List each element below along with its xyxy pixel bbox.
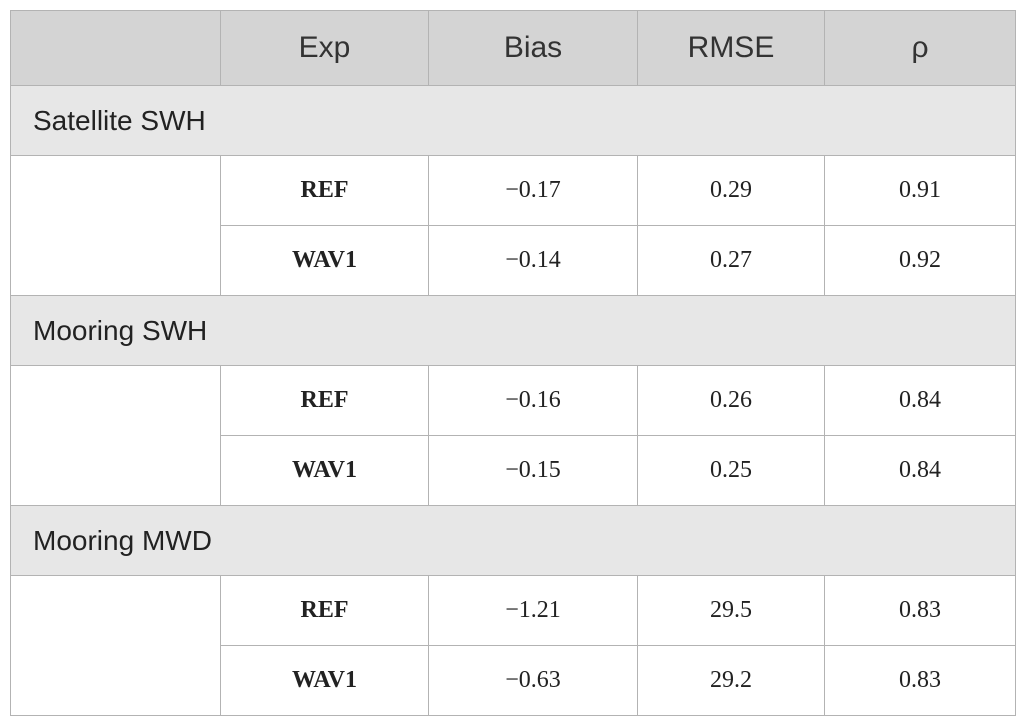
data-row: REF −1.21 29.5 0.83 (10, 575, 1016, 716)
section-row: Mooring SWH (10, 295, 1016, 366)
value-cell: −0.63 (428, 645, 638, 716)
value-cell: 29.5 (637, 575, 825, 646)
table-head: Exp Bias RMSE ρ (10, 10, 1016, 86)
exp-cell: REF (220, 365, 429, 436)
exp-cell: REF (220, 155, 429, 226)
header-cell: Exp (220, 10, 429, 86)
header-cell: RMSE (637, 10, 825, 86)
value-cell: 0.84 (824, 435, 1016, 506)
value-cell: 0.83 (824, 645, 1016, 716)
section-row: Satellite SWH (10, 85, 1016, 156)
value-cell: 0.26 (637, 365, 825, 436)
blank-cell (10, 365, 221, 506)
blank-cell (10, 155, 221, 296)
section-title: Mooring SWH (10, 295, 1016, 366)
section-title: Mooring MWD (10, 505, 1016, 576)
value-cell: 0.91 (824, 155, 1016, 226)
section-row: Mooring MWD (10, 505, 1016, 576)
section-title: Satellite SWH (10, 85, 1016, 156)
data-row: REF −0.17 0.29 0.91 (10, 155, 1016, 296)
exp-cell: WAV1 (220, 435, 429, 506)
value-cell: −1.21 (428, 575, 638, 646)
value-cell: 29.2 (637, 645, 825, 716)
value-cell: 0.84 (824, 365, 1016, 436)
value-cell: 0.92 (824, 225, 1016, 296)
value-cell: 0.29 (637, 155, 825, 226)
value-cell: −0.16 (428, 365, 638, 436)
exp-cell: WAV1 (220, 225, 429, 296)
header-cell: Bias (428, 10, 638, 86)
value-cell: 0.27 (637, 225, 825, 296)
value-cell: −0.17 (428, 155, 638, 226)
results-table: Exp Bias RMSE ρ Satellite SWH REF −0.17 0.29 0.… (10, 10, 1016, 716)
table-body: Satellite SWH REF −0.17 0.29 0.91 WAV1 −0.14 0.… (10, 85, 1016, 716)
exp-cell: REF (220, 575, 429, 646)
exp-cell: WAV1 (220, 645, 429, 716)
data-row: WAV1 −0.15 0.25 0.84 (11, 435, 1016, 506)
value-cell: −0.15 (428, 435, 638, 506)
value-cell: 0.25 (637, 435, 825, 506)
data-row: REF −0.16 0.26 0.84 (10, 365, 1016, 506)
blank-cell (10, 575, 221, 716)
header-cell (10, 10, 221, 86)
value-cell: 0.83 (824, 575, 1016, 646)
header-row: Exp Bias RMSE ρ (10, 10, 1016, 86)
value-cell: −0.14 (428, 225, 638, 296)
header-cell: ρ (824, 10, 1016, 86)
data-row: WAV1 −0.63 29.2 0.83 (11, 645, 1016, 716)
